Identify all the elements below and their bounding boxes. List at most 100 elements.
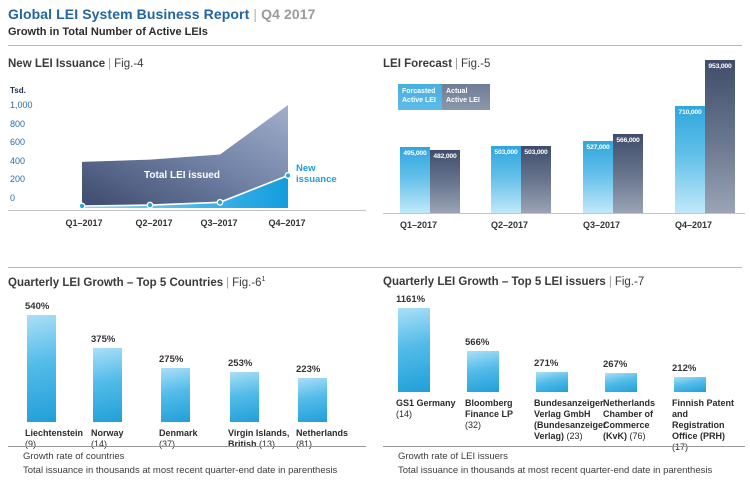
category-label: Netherlands (81) [296,428,362,450]
category-label: GS1 Germany (14) [396,398,466,420]
fig7-title-separator: | [608,276,612,288]
fig4-x-axis-line [8,210,366,211]
fig4-y-tick: 400 [10,155,26,166]
fig7-footnote-divider [383,446,745,447]
growth-bar [93,348,122,422]
new-issuance-marker [146,201,154,209]
actual-bar: 953,000 [705,60,735,213]
fig5-x-label: Q2–2017 [491,220,529,230]
fig4-x-label: Q1–2017 [65,218,103,228]
forecasted-bar: 710,000 [675,106,705,213]
bar-value-label: 503,000 [494,149,518,156]
new-issuance-markers [78,172,292,210]
legend-forecasted-line1: Forcasted [402,88,436,95]
fig6-footnote-1: Growth rate of countries [23,451,125,462]
fig6-fig-superscript: 1 [261,276,266,283]
fig4-y-tick: 1,000 [10,100,33,110]
fig7-title-text: Quarterly LEI Growth – Top 5 LEI issuers [383,276,606,288]
category-name-line: Office (PRH) [672,430,726,441]
fig5-x-axis-line [383,213,745,214]
fig5-bars: 495,000 482,000 503,000 503,000 527,000 566,0… [383,55,745,213]
report-period: Q4 2017 [261,6,316,22]
fig4-y-tick: 200 [10,174,26,184]
bar-value-label: 566,000 [616,137,640,144]
growth-value-label: 540% [25,301,50,312]
category-name-line: Bloomberg [465,398,513,408]
forecasted-bar: 495,000 [400,147,430,213]
mid-divider [8,267,742,268]
bar-value-label: 503,000 [524,149,548,156]
growth-value-label: 267% [603,359,628,370]
category-count: (76) [627,430,646,441]
legend-actual-line2: Active LEI [446,97,480,105]
fig7-footnote-1: Growth rate of LEI issuers [398,451,508,462]
total-lei-issued-area [82,105,288,208]
category-label: Bloomberg Finance LP (32) [465,398,535,431]
growth-value-label: 1161% [396,294,426,305]
actual-bar: 503,000 [521,146,551,213]
growth-value-label: 253% [228,358,253,369]
fig5-x-label: Q3–2017 [583,220,621,230]
fig4-title: New LEI Issuance | Fig.-4 [8,58,144,70]
category-name-line: Finnish Patent [672,398,735,408]
growth-value-label: 223% [296,364,321,375]
new-issuance-area [82,175,288,208]
category-count: (9) [25,438,36,449]
fig6-footnote-divider [8,446,366,447]
category-name-line: Denmark [159,428,198,438]
growth-value-label: 566% [465,337,490,348]
category-count: (13) [256,438,276,449]
category-name-line: Norway [91,428,124,438]
category-label: Finnish Patent and Registration Office (PR… [672,398,742,453]
fig4-x-label: Q4–2017 [268,218,306,228]
category-name-line: Verlag GmbH [534,408,591,419]
actual-bar: 566,000 [613,134,643,213]
fig4-y-tick: 800 [10,118,26,129]
growth-bar [674,377,706,392]
category-label: Denmark (37) [159,428,225,450]
category-name-line: Chamber of [603,408,654,419]
fig5-legend: Forcasted Active LEI Actual Active LEI [398,84,490,110]
fig5-fig-label: Fig.-5 [461,58,491,70]
growth-bar [398,308,430,392]
category-name-line: Virgin Islands, [228,428,290,438]
category-label: Virgin Islands, British (13) [228,428,294,450]
new-issuance-marker [216,198,224,206]
bar-value-label: 482,000 [433,153,457,160]
fig6-title-text: Quarterly LEI Growth – Top 5 Countries [8,276,224,289]
category-name-line: (Bundesanzeiger [534,419,607,430]
fig5-x-label: Q1–2017 [400,220,438,230]
fig7-title: Quarterly LEI Growth – Top 5 LEI issuers… [383,276,644,288]
bar-value-label: 710,000 [678,109,702,116]
growth-bar [298,378,327,422]
fig4-x-label: Q3–2017 [200,218,238,228]
fig4-title-separator: | [108,58,112,70]
category-name-line: Bundesanzeiger [534,398,604,408]
growth-bar [467,351,499,392]
category-name-line: Verlag) [534,430,565,441]
fig5-title-text: LEI Forecast [383,58,453,70]
forecasted-bar: 527,000 [583,141,613,213]
category-label: Netherlands Chamber of Commerce (KvK) (76) [603,398,673,442]
fig6-title: Quarterly LEI Growth – Top 5 Countries | F… [8,276,265,289]
report-subtitle: Growth in Total Number of Active LEIs [8,26,208,38]
growth-bar [27,315,56,422]
fig5-x-label: Q4–2017 [675,220,713,230]
new-issuance-line [81,174,289,207]
category-count: (37) [159,438,176,449]
new-issuance-label: New issuance [296,163,337,185]
fig4-title-text: New LEI Issuance [8,58,106,70]
category-name-line: (KvK) [603,430,627,441]
actual-bar: 482,000 [430,150,460,213]
report-title-text: Global LEI System Business Report [8,6,250,22]
growth-bar [605,373,637,392]
category-name-line: GS1 Germany [396,398,456,408]
forecasted-bar: 503,000 [491,146,521,213]
title-separator: | [253,6,258,22]
bar-value-label: 527,000 [586,144,610,151]
bar-value-label: 953,000 [708,63,732,70]
category-name-line: British [228,438,257,449]
category-name-line: Liechtenstein [25,428,84,438]
fig6-fig-label: Fig.-6 [232,276,262,289]
